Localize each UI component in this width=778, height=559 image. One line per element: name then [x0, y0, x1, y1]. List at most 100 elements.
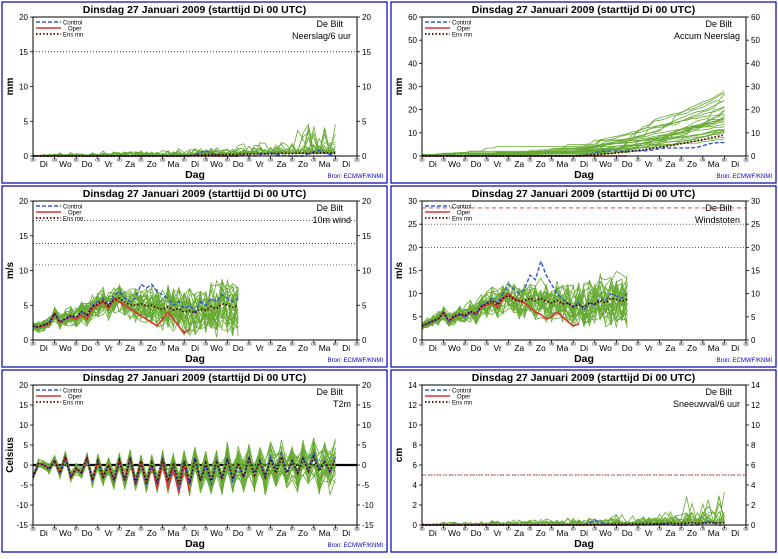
x-tick-small-label: 00 [484, 158, 490, 163]
variable-name: 10m wind [312, 215, 351, 225]
ensemble-member-line [422, 109, 725, 156]
y-tick-label-right: 0 [751, 336, 756, 345]
y-tick-label-right: 10 [751, 421, 760, 430]
day-label: Ma [319, 528, 331, 538]
y-tick-label-right: 5 [751, 313, 756, 322]
x-tick-small-label: 00 [549, 342, 555, 347]
day-label: Di [342, 159, 350, 169]
y-tick-label-left: 10 [408, 129, 417, 138]
day-label: Ma [708, 528, 720, 538]
x-tick-small-label: 00 [592, 158, 598, 163]
y-axis-label: m/s [394, 261, 405, 279]
day-label: Do [233, 528, 244, 538]
y-tick-label-left: 20 [19, 381, 28, 390]
legend-control-label: Control [452, 389, 471, 395]
day-label: Ma [708, 159, 720, 169]
x-tick-small-label: 00 [333, 527, 339, 532]
day-label: Vr [256, 159, 264, 169]
y-tick-label-left: 20 [19, 197, 28, 206]
y-axis-label: cm [394, 448, 405, 463]
day-label: Do [622, 528, 633, 538]
ensemble-member-line [422, 275, 628, 329]
y-tick-label-left: 14 [408, 381, 417, 390]
x-tick-small-label: 00 [138, 527, 144, 532]
x-tick-small-label: 00 [30, 527, 36, 532]
y-tick-label-left: 15 [19, 48, 28, 57]
day-label: Zo [298, 528, 308, 538]
ensemble-member-line [422, 495, 725, 525]
day-label: Wo [599, 343, 612, 353]
y-tick-label-left: -5 [21, 481, 29, 490]
panel-title: Dinsdag 27 Januari 2009 (starttijd Di 00… [472, 4, 695, 16]
y-tick-label-right: 15 [751, 267, 760, 276]
x-tick-small-label: 00 [311, 158, 317, 163]
y-tick-label-right: 15 [362, 401, 371, 410]
day-label: Di [40, 343, 48, 353]
day-label: Di [580, 528, 588, 538]
day-label: Di [40, 159, 48, 169]
legend-ensmean-label: Ens mn [63, 401, 83, 407]
x-tick-small-label: 00 [614, 158, 620, 163]
x-tick-small-label: 00 [225, 527, 231, 532]
y-tick-label-right: 20 [362, 381, 371, 390]
y-tick-label-left: 5 [413, 313, 418, 322]
y-tick-label-right: 5 [362, 117, 367, 126]
y-tick-label-right: 10 [362, 83, 371, 92]
y-tick-label-right: -5 [362, 481, 370, 490]
y-tick-label-right: 20 [362, 13, 371, 22]
day-label: Vr [105, 528, 113, 538]
source-label: Bron: ECMWF/KNMI [328, 543, 384, 549]
x-tick-small-label: 00 [743, 342, 749, 347]
y-tick-label-left: 0 [413, 152, 418, 161]
day-label: Vr [494, 343, 502, 353]
x-tick-small-label: 00 [95, 527, 101, 532]
day-label: Zo [687, 528, 697, 538]
y-tick-label-left: 50 [408, 36, 417, 45]
day-label: Do [471, 343, 482, 353]
y-tick-label-left: 15 [408, 267, 417, 276]
x-tick-small-label: 00 [527, 158, 533, 163]
day-label: Wo [59, 343, 72, 353]
y-tick-label-right: 4 [751, 481, 756, 490]
x-tick-small-label: 00 [743, 158, 749, 163]
panel-3: Dinsdag 27 Januari 2009 (starttijd Di 00… [1, 185, 388, 368]
station-name: De Bilt [316, 203, 343, 213]
y-tick-label-right: 30 [751, 83, 760, 92]
day-label: Wo [210, 343, 223, 353]
x-tick-small-label: 00 [74, 342, 80, 347]
x-tick-small-label: 00 [203, 527, 209, 532]
source-label: Bron: ECMWF/KNMI [717, 174, 773, 180]
day-label: Za [514, 528, 524, 538]
variable-name: Sneeuwval/6 uur [673, 399, 740, 409]
day-label: Wo [210, 159, 223, 169]
x-axis-label: Dag [185, 169, 205, 181]
y-tick-label-right: 20 [362, 197, 371, 206]
day-label: Vr [105, 159, 113, 169]
x-tick-small-label: 00 [333, 342, 339, 347]
x-tick-small-label: 00 [527, 527, 533, 532]
legend-ensmean-label: Ens mn [452, 33, 472, 39]
x-axis-label: Dag [574, 169, 594, 181]
ensemble-member-line [422, 510, 725, 525]
y-tick-label-left: 30 [408, 83, 417, 92]
y-tick-label-right: 10 [751, 290, 760, 299]
y-tick-label-right: 5 [362, 301, 367, 310]
day-label: Za [665, 159, 675, 169]
day-label: Zo [687, 159, 697, 169]
day-label: Ma [708, 343, 720, 353]
y-tick-label-left: 10 [19, 83, 28, 92]
legend-ensmean-label: Ens mn [452, 217, 472, 223]
legend-control-label: Control [452, 205, 471, 211]
legend-oper-label: Oper [68, 211, 81, 217]
y-tick-label-right: 20 [751, 243, 760, 252]
day-label: Di [342, 343, 350, 353]
x-tick-small-label: 00 [441, 527, 447, 532]
x-tick-small-label: 00 [463, 527, 469, 532]
y-tick-label-left: 0 [24, 336, 29, 345]
x-tick-small-label: 00 [354, 342, 360, 347]
day-label: Wo [210, 528, 223, 538]
x-tick-small-label: 00 [679, 527, 685, 532]
y-tick-label-left: 5 [24, 117, 29, 126]
day-label: Vr [256, 528, 264, 538]
